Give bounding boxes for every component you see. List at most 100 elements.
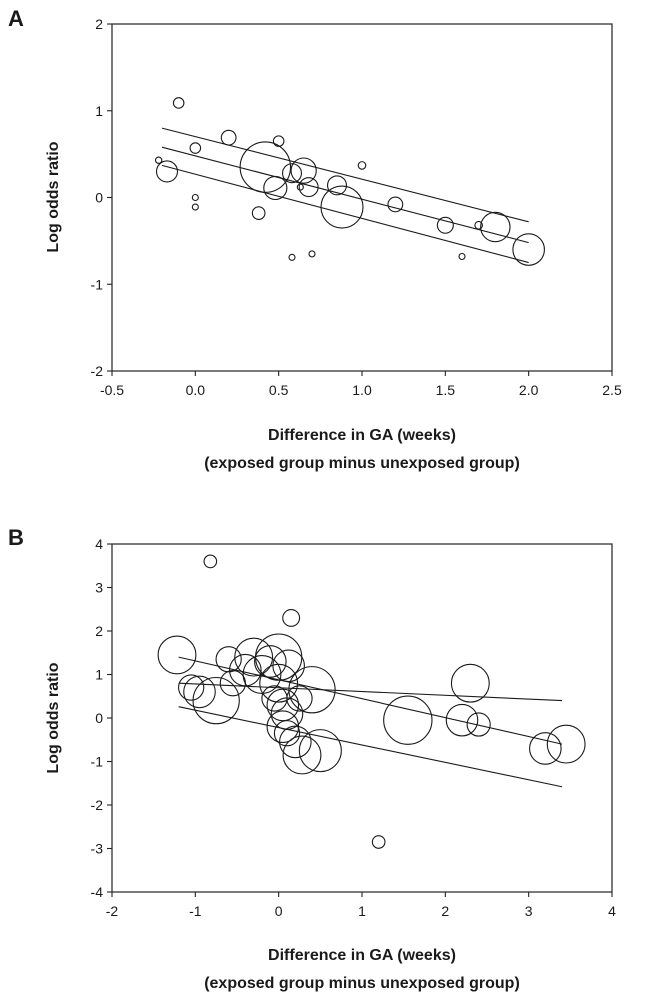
panel-a: A -2 -1 0 1 2 -0.5 0.0 0.5 1.0 1.5 2.0 2.5 Log odd… [8,6,622,472]
x-axis-b: -2 -1 0 1 2 3 4 [106,892,616,919]
data-point [383,695,433,745]
fit-line [178,682,563,702]
data-point [320,185,364,229]
x-tick-label: 4 [608,903,616,919]
data-point [296,183,304,191]
data-point [458,252,466,261]
data-point [466,712,491,737]
x-tick-label: 0.0 [186,382,206,398]
fit-line [161,164,529,264]
data-point [282,735,322,775]
data-point [191,193,199,202]
data-point [436,216,454,234]
data-point [266,688,300,722]
y-axis-label-b: Log odds ratio [45,662,62,773]
data-point [298,729,342,773]
panel-letter-a: A [8,6,24,31]
data-point [546,724,586,764]
y-tick-label: -1 [91,276,104,292]
x-tick-label: 1 [358,903,366,919]
data-point [450,663,490,703]
x-tick-label: 1.0 [352,382,372,398]
data-point [387,196,404,213]
y-tick-label: 1 [95,103,103,119]
y-tick-label: -2 [91,363,104,379]
x-tick-label: -1 [189,903,202,919]
fit-lines-a [161,127,529,264]
plot-frame-b [111,543,613,893]
fit-line [178,706,563,788]
fit-line [178,656,563,745]
x-axis-label-b-line1: Difference in GA (weeks) [268,947,456,964]
data-point [272,649,305,683]
x-tick-label: 0.5 [269,382,289,398]
data-point [512,233,545,266]
y-tick-label: 2 [95,16,103,32]
y-tick-label: 3 [95,580,103,596]
data-point [215,646,242,673]
x-tick-label: -2 [106,903,119,919]
data-point [242,655,282,694]
x-axis-label-a-line1: Difference in GA (weeks) [268,427,456,444]
y-axis-a: -2 -1 0 1 2 [91,16,112,379]
data-point [189,142,202,154]
y-axis-label-a: Log odds ratio [45,141,62,252]
x-tick-label: 2.5 [602,382,622,398]
data-point [203,554,218,569]
data-point [220,129,237,146]
x-axis-label-b-line2: (exposed group minus unexposed group) [204,975,520,992]
data-point [298,177,319,198]
x-tick-label: 1.5 [436,382,456,398]
data-point [192,676,240,725]
plot-frame-a [111,23,613,372]
data-point [270,697,304,730]
data-points-a [154,97,545,266]
x-tick-label: 3 [525,903,533,919]
y-axis-b: -4 -3 -2 -1 0 1 2 3 4 [91,536,112,900]
data-point [357,161,367,170]
panel-letter-b: B [8,525,24,550]
data-point [281,163,302,184]
data-point [263,175,288,201]
y-tick-label: -4 [91,884,104,900]
data-point [308,250,316,258]
x-tick-label: 0 [275,903,283,919]
fit-line [161,146,529,244]
data-point [474,220,483,230]
x-axis-label-a-line2: (exposed group minus unexposed group) [204,455,520,472]
y-tick-label: -1 [91,754,104,770]
y-tick-label: 0 [95,710,103,726]
y-tick-label: -3 [91,841,104,857]
data-point [529,732,562,765]
x-tick-label: -0.5 [100,382,124,398]
x-tick-label: 2.0 [519,382,539,398]
data-point [219,670,246,697]
data-point [288,253,296,261]
data-point [279,725,312,759]
data-point [290,157,317,184]
data-point [229,653,262,687]
data-point [183,675,216,709]
data-point [239,141,292,193]
data-point [282,608,301,627]
data-point [273,720,301,747]
data-points-b [157,554,586,849]
data-point [259,663,299,703]
data-point [480,211,511,243]
data-point [272,135,285,147]
data-point [191,203,199,211]
panel-b: B -4 -3 -2 -1 0 1 2 3 4 -2 -1 0 1 2 3 4 Log odds ratio… [8,525,616,992]
data-point [155,160,179,183]
data-point [371,835,386,849]
y-tick-label: 2 [95,623,103,639]
y-tick-label: -2 [91,797,104,813]
fit-line [161,127,529,223]
y-tick-label: 1 [95,667,103,683]
y-tick-label: 0 [95,190,103,206]
data-point [154,156,163,164]
x-axis-a: -0.5 0.0 0.5 1.0 1.5 2.0 2.5 [100,371,622,398]
data-point [288,666,336,714]
fit-lines-b [178,656,563,788]
x-tick-label: 2 [441,903,449,919]
